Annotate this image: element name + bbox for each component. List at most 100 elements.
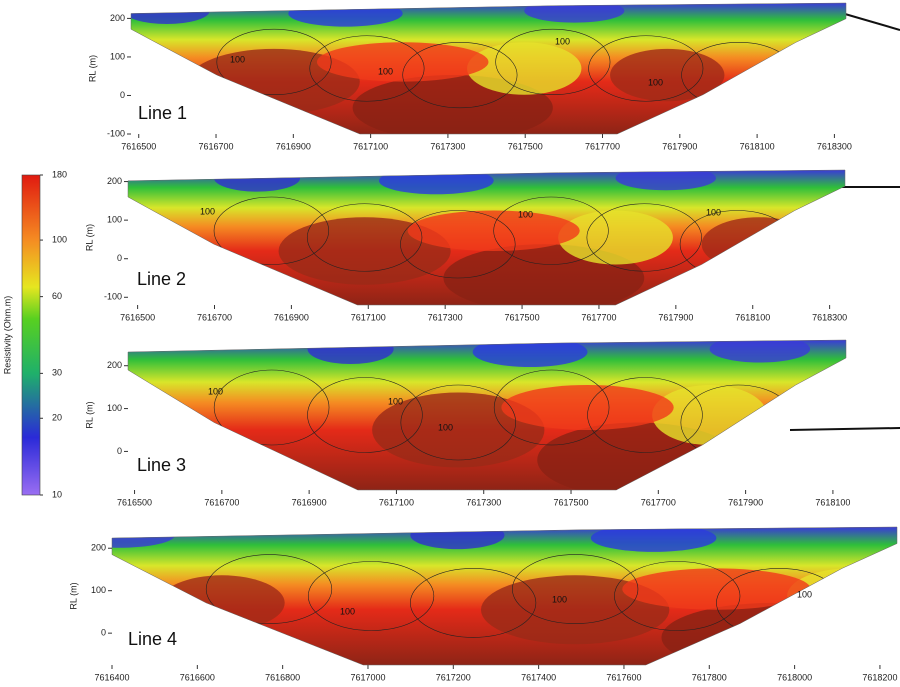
x-tick-label: 7617600 — [606, 672, 641, 682]
x-tick-label: 7616900 — [274, 312, 309, 322]
anomaly — [467, 42, 582, 95]
colorbar-tick-label: 60 — [52, 291, 62, 301]
contour-label: 100 — [555, 36, 570, 46]
section-outline — [111, 526, 898, 666]
x-tick-label: 7616500 — [117, 497, 152, 507]
x-tick-label: 7618300 — [812, 312, 847, 322]
contour — [587, 377, 703, 453]
x-tick-label: 7617500 — [508, 141, 543, 151]
section-outline — [127, 339, 847, 491]
section-outline — [130, 2, 847, 135]
contour — [586, 203, 702, 272]
x-tick-label: 7617900 — [658, 312, 693, 322]
x-tick-label: 7616500 — [120, 312, 155, 322]
x-tick-label: 7617300 — [430, 141, 465, 151]
x-tick-label: 7617500 — [553, 497, 588, 507]
contour-label: 100 — [200, 206, 215, 216]
x-tick-label: 7617500 — [505, 312, 540, 322]
x-tick-label: 7616900 — [276, 141, 311, 151]
anomaly — [214, 170, 301, 192]
x-tick-label: 7617900 — [728, 497, 763, 507]
x-tick-label: 7618200 — [862, 672, 897, 682]
anomaly — [701, 217, 817, 272]
anomaly — [372, 392, 545, 468]
anomaly — [615, 170, 716, 191]
y-tick-label: 200 — [107, 360, 122, 370]
contour-label: 100 — [230, 54, 245, 64]
x-tick-label: 7618100 — [735, 312, 770, 322]
colorbar-title: Resistivity (Ohm.m) — [2, 296, 12, 375]
contour — [614, 561, 741, 631]
x-tick-label: 7616600 — [180, 672, 215, 682]
y-tick-label: 200 — [107, 176, 122, 186]
x-tick-label: 7617000 — [350, 672, 385, 682]
section-outline — [127, 169, 846, 306]
contour-label: 100 — [388, 396, 403, 406]
contour — [400, 384, 517, 461]
colorbar-tick-label: 30 — [52, 368, 62, 378]
y-tick-label: -100 — [104, 292, 122, 302]
x-tick-label: 7617200 — [436, 672, 471, 682]
contour-label: 100 — [208, 386, 223, 396]
contour-label: 100 — [648, 77, 663, 87]
section — [131, 3, 846, 134]
contour-label: 100 — [797, 589, 812, 599]
contour — [307, 561, 435, 631]
y-tick-label: 0 — [117, 253, 122, 263]
line-label: Line 1 — [138, 103, 187, 123]
x-tick-label: 7617700 — [581, 312, 616, 322]
contour — [402, 42, 518, 109]
line-label: Line 2 — [137, 269, 186, 289]
contour-label: 100 — [518, 209, 533, 219]
x-tick-label: 7617700 — [641, 497, 676, 507]
anomaly — [472, 340, 588, 367]
section — [128, 340, 846, 490]
contour — [400, 210, 516, 279]
x-tick-label: 7618300 — [817, 141, 852, 151]
y-tick-label: 100 — [107, 403, 122, 413]
anomaly — [501, 385, 674, 430]
x-tick-label: 7618000 — [777, 672, 812, 682]
x-tick-label: 7616800 — [265, 672, 300, 682]
colorbar-tick-label: 10 — [52, 489, 62, 499]
y-tick-label: 0 — [117, 446, 122, 456]
anomaly — [307, 340, 394, 364]
x-tick-label: 7616400 — [94, 672, 129, 682]
line-label: Line 4 — [128, 629, 177, 649]
x-tick-label: 7616900 — [292, 497, 327, 507]
contour — [307, 377, 423, 453]
x-tick-label: 7617300 — [466, 497, 501, 507]
anomaly — [316, 42, 489, 82]
contour — [493, 369, 610, 446]
contour — [512, 554, 639, 624]
contour — [493, 196, 609, 265]
y-tick-label: 200 — [110, 13, 125, 23]
x-tick-label: 7617700 — [585, 141, 620, 151]
colorbar-tick-label: 100 — [52, 234, 67, 244]
contour-label: 100 — [340, 606, 355, 616]
anomaly — [112, 527, 175, 548]
anomaly — [524, 3, 625, 23]
x-tick-label: 7618100 — [815, 497, 850, 507]
x-tick-label: 7617100 — [379, 497, 414, 507]
y-tick-label: -100 — [107, 128, 125, 138]
y-tick-label: 0 — [120, 90, 125, 100]
y-tick-label: 100 — [110, 51, 125, 61]
contour — [213, 196, 330, 265]
x-tick-label: 7617800 — [692, 672, 727, 682]
contour-label: 100 — [552, 594, 567, 604]
y-tick-label: 0 — [101, 628, 106, 638]
y-axis-title: RL (m) — [68, 582, 78, 609]
colorbar-tick-label: 20 — [52, 413, 62, 423]
x-tick-label: 7618100 — [740, 141, 775, 151]
pointer-line — [789, 427, 900, 431]
x-tick-label: 7616700 — [197, 312, 232, 322]
contour-label: 100 — [438, 422, 453, 432]
x-tick-label: 7616500 — [121, 141, 156, 151]
colorbar — [21, 174, 41, 496]
anomaly — [288, 3, 403, 27]
anomaly — [661, 602, 882, 665]
pointer-line — [844, 13, 900, 31]
x-tick-label: 7617900 — [662, 141, 697, 151]
anomaly — [159, 575, 285, 631]
